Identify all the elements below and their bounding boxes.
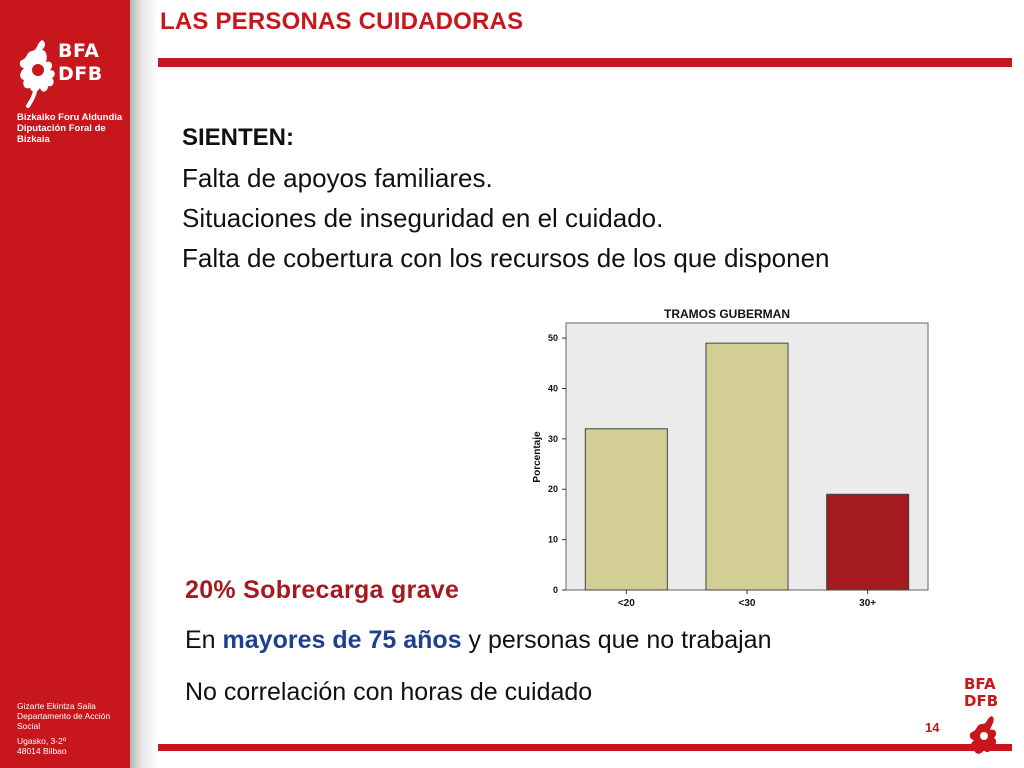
- y-tick-label: 0: [553, 585, 558, 595]
- page-number: 14: [925, 720, 940, 735]
- bottom-divider: [158, 744, 1012, 751]
- population-note-prefix: En: [185, 626, 223, 654]
- oak-leaf-footer-icon: [969, 716, 997, 754]
- chart-title: TRAMOS GUBERMAN: [664, 307, 790, 321]
- organization-name: Bizkaiko Foru Aldundia Diputación Foral …: [17, 112, 127, 145]
- y-tick-label: 30: [548, 434, 558, 444]
- y-tick-label: 40: [548, 383, 558, 393]
- sidebar-shadow: [130, 0, 158, 768]
- y-axis-label: Porcentaje: [532, 431, 543, 483]
- population-highlight: mayores de 75 años: [222, 626, 462, 654]
- dept-name-basque: Gizarte Ekintza Saila: [17, 701, 96, 711]
- oak-leaf-logo-icon: [19, 40, 55, 108]
- org-name-spanish: Diputación Foral de Bizkaia: [17, 123, 106, 145]
- list-item: Situaciones de inseguridad en el cuidado…: [182, 203, 664, 233]
- department-info: Gizarte Ekintza Saila Departamento de Ac…: [17, 701, 127, 756]
- bar-<30: [705, 342, 789, 591]
- feelings-list: SIENTEN: Falta de apoyos familiares. Sit…: [182, 118, 830, 278]
- guberman-bar-chart: TRAMOS GUBERMAN Porcentaje 0 10 20 30 40 50 <2…: [532, 307, 929, 609]
- bar-30+: [826, 493, 910, 591]
- dept-name-spanish: Departamento de Acción Social: [17, 711, 111, 731]
- y-tick-label: 50: [548, 333, 558, 343]
- y-tick-label: 10: [548, 535, 558, 545]
- org-name-basque: Bizkaiko Foru Aldundia: [17, 112, 123, 123]
- sidebar: BFA DFB Bizkaiko Foru Aldundia Diputació…: [0, 0, 130, 768]
- footer-logo-text: BFA DFB: [964, 675, 999, 710]
- list-item: Falta de apoyos familiares.: [182, 163, 493, 193]
- list-heading: SIENTEN:: [182, 124, 295, 151]
- bar-<20: [584, 428, 668, 591]
- logo-text: BFA DFB: [58, 40, 103, 85]
- y-tick-label: 20: [548, 484, 558, 494]
- x-tick-label: 30+: [859, 598, 876, 609]
- address-street: Ugasko, 3-2º: [17, 736, 66, 746]
- correlation-note: No correlación con horas de cuidado: [185, 678, 593, 706]
- x-tick-label: <20: [618, 598, 635, 609]
- x-tick-label: <30: [739, 598, 756, 609]
- list-item: Falta de cobertura con los recursos de l…: [182, 243, 830, 273]
- slide-title: LAS PERSONAS CUIDADORAS: [160, 8, 524, 35]
- top-divider: [158, 58, 1012, 67]
- overload-stat: 20% Sobrecarga grave: [185, 576, 460, 604]
- address-city: 48014 Bilbao: [17, 746, 67, 756]
- population-note: En mayores de 75 años y personas que no …: [185, 626, 771, 655]
- population-note-suffix: y personas que no trabajan: [461, 626, 772, 654]
